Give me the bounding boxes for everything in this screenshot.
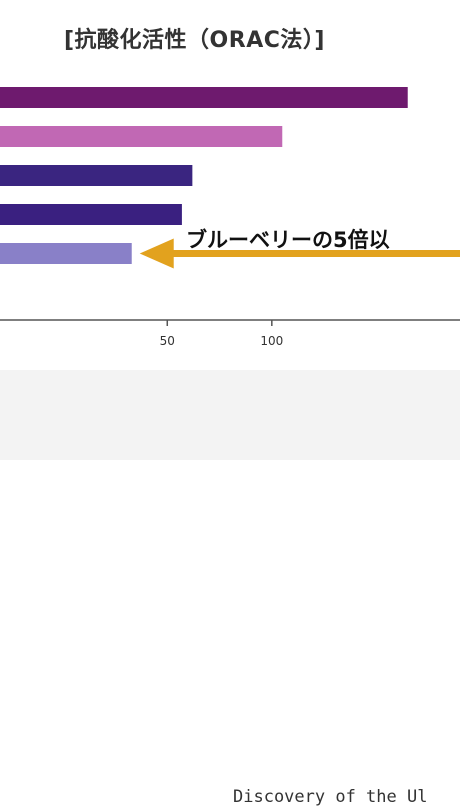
footer-caption: Discovery of the Ul <box>233 787 428 807</box>
bar-chart: 50 100 <box>0 87 460 348</box>
bar-4 <box>0 204 182 225</box>
x-tick-label-100: 100 <box>260 334 283 348</box>
callout-arrow-head <box>139 238 174 269</box>
chart-area: [抗酸化活性（ORAC法）] 50 100 ブルーベリーの5倍以 <box>0 0 460 370</box>
bar-2 <box>0 126 283 147</box>
bar-3 <box>0 165 193 186</box>
callout-arrow-shaft <box>165 250 460 257</box>
chart-title: [抗酸化活性（ORAC法）] <box>64 28 325 53</box>
bar-1 <box>0 87 408 108</box>
callout-label: ブルーベリーの5倍以 <box>186 228 390 252</box>
footer-panel: Discovery of the Ul <box>0 370 460 807</box>
x-tick-label-50: 50 <box>160 334 175 348</box>
bar-5 <box>0 243 132 264</box>
